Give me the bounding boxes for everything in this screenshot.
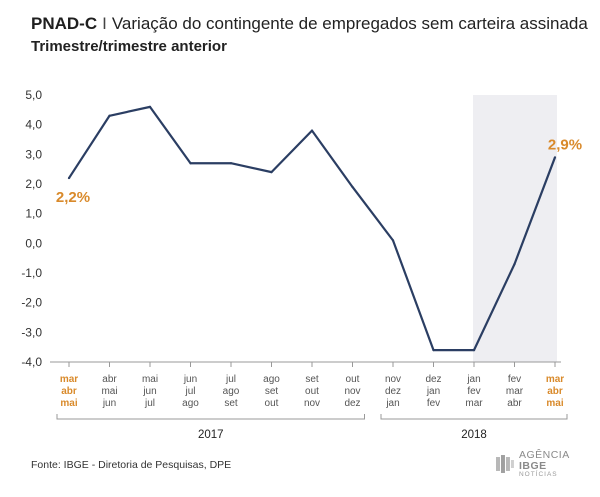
- x-tick-label: mar: [506, 386, 524, 397]
- x-tick-label: set: [265, 386, 279, 397]
- data-point: [432, 349, 435, 352]
- logo-text-agencia: AGÊNCIA: [518, 449, 570, 461]
- data-point: [472, 349, 476, 352]
- x-tick-label: set: [224, 398, 238, 409]
- ibge-logo-icon: [495, 455, 514, 474]
- x-tick-label: jul: [184, 386, 195, 397]
- x-tick-label: jun: [102, 398, 116, 409]
- x-tick-label: dez: [425, 374, 441, 385]
- chart-title: PNAD-C I Variação do contingente de empreg…: [31, 14, 588, 34]
- y-tick-label: 5,0: [25, 88, 42, 102]
- chart-subtitle: Trimestre/trimestre anterior: [31, 38, 227, 55]
- title-text: Variação do contingente de empregados se…: [111, 14, 588, 33]
- x-tick-label: dez: [385, 386, 401, 397]
- data-point: [391, 239, 395, 242]
- data-point: [351, 185, 354, 189]
- data-point: [513, 263, 516, 266]
- x-tick-label: abr: [507, 398, 522, 409]
- x-tick-label: ago: [182, 398, 199, 409]
- year-label: 2018: [461, 429, 487, 441]
- x-tick-label: fev: [508, 374, 521, 385]
- y-tick-label: -3,0: [21, 325, 42, 339]
- logo-text-ibge: IBGE: [518, 459, 547, 472]
- x-tick-label: jun: [142, 386, 156, 397]
- data-point: [189, 162, 192, 165]
- y-tick-label: 1,0: [25, 207, 42, 221]
- logo-text-noticias: NOTÍCIAS: [518, 471, 558, 478]
- y-tick-label: -1,0: [21, 266, 42, 280]
- x-tick-label: mai: [546, 398, 563, 409]
- y-tick-label: -4,0: [21, 355, 42, 369]
- x-tick-label: abr: [547, 386, 563, 397]
- agencia-ibge-logo: AGÊNCIA IBGE NOTÍCIAS: [495, 450, 600, 479]
- x-tick-label: jan: [385, 398, 399, 409]
- x-tick-label: mai: [101, 386, 117, 397]
- data-point: [310, 129, 314, 132]
- data-point: [270, 171, 273, 174]
- x-tick-label: mar: [60, 374, 78, 385]
- data-point: [67, 176, 71, 180]
- y-tick-label: -2,0: [21, 296, 42, 310]
- data-point: [148, 105, 152, 108]
- x-tick-label: out: [305, 386, 319, 397]
- x-tick-label: mai: [60, 398, 77, 409]
- x-tick-label: ago: [223, 386, 240, 397]
- data-point: [553, 156, 557, 159]
- x-tick-label: jul: [144, 398, 155, 409]
- year-label: 2017: [198, 429, 224, 441]
- y-tick-label: 3,0: [25, 147, 42, 161]
- x-tick-label: out: [265, 398, 279, 409]
- x-tick-label: nov: [344, 386, 360, 397]
- x-tick-label: fev: [427, 398, 440, 409]
- x-tick-label: mar: [465, 398, 483, 409]
- y-tick-label: 2,0: [25, 177, 42, 191]
- x-tick-label: mar: [546, 374, 564, 385]
- line-chart: 5,04,03,02,01,00,0-1,0-2,0-3,0-4,0marabr…: [21, 88, 582, 441]
- year-bracket: [56, 414, 365, 420]
- x-tick-label: out: [346, 374, 360, 385]
- source-note: Fonte: IBGE - Diretoria de Pesquisas, DP…: [31, 459, 232, 471]
- x-tick-label: set: [305, 374, 319, 385]
- data-point: [229, 162, 233, 165]
- x-tick-label: ago: [263, 374, 280, 385]
- title-separator: I: [102, 14, 107, 33]
- x-tick-label: jun: [183, 374, 197, 385]
- x-tick-label: jan: [466, 374, 480, 385]
- x-tick-label: abr: [61, 386, 77, 397]
- data-point: [108, 114, 111, 117]
- x-tick-label: jul: [225, 374, 236, 385]
- x-tick-label: jan: [426, 386, 440, 397]
- year-bracket: [380, 414, 568, 420]
- y-tick-label: 0,0: [25, 236, 42, 250]
- x-tick-label: nov: [304, 398, 320, 409]
- x-tick-label: dez: [344, 398, 360, 409]
- data-label: 2,2%: [56, 189, 90, 206]
- y-tick-label: 4,0: [25, 118, 42, 132]
- shaded-region: [473, 95, 557, 362]
- x-tick-label: nov: [385, 374, 401, 385]
- x-tick-label: fev: [467, 386, 480, 397]
- x-tick-label: mai: [142, 374, 158, 385]
- x-tick-label: abr: [102, 374, 117, 385]
- title-brand: PNAD-C: [31, 14, 98, 33]
- data-label: 2,9%: [548, 136, 582, 153]
